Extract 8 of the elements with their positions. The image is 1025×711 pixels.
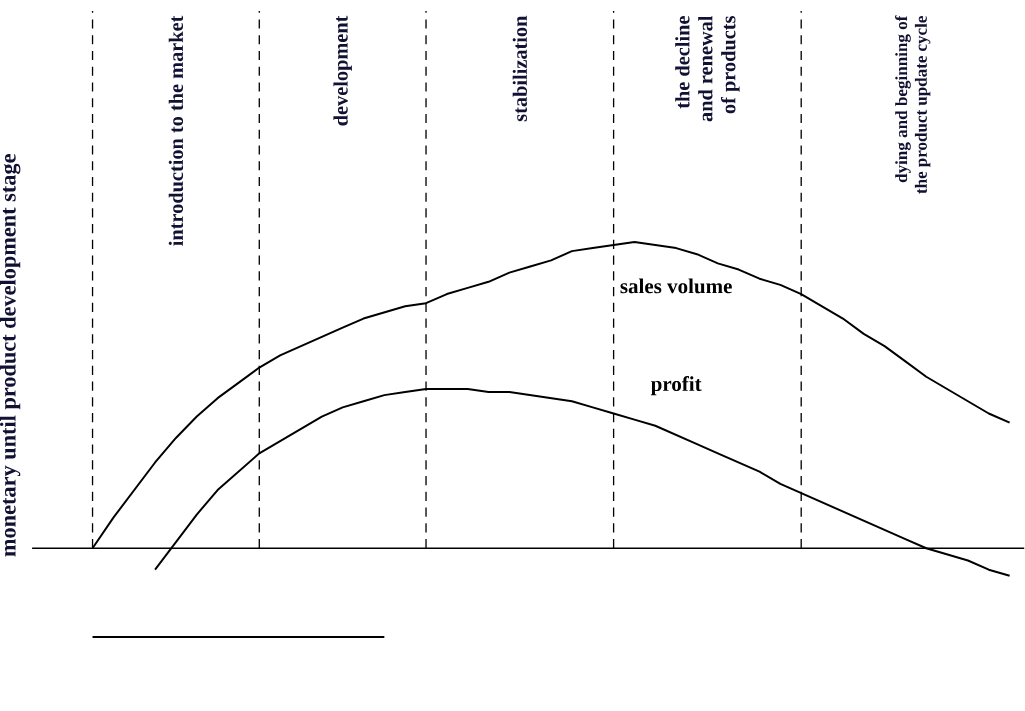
annotation: introduction to the market — [168, 15, 184, 247]
text: development — [333, 15, 352, 126]
text: monetary until product development stage — [0, 154, 21, 557]
text: the decline and renewal of products — [675, 16, 740, 122]
series-label: profit — [650, 376, 702, 396]
text: stabilization — [512, 16, 527, 122]
series-label: sales volume — [620, 278, 732, 294]
text: dying and beginning of the product update cycle — [895, 15, 931, 194]
